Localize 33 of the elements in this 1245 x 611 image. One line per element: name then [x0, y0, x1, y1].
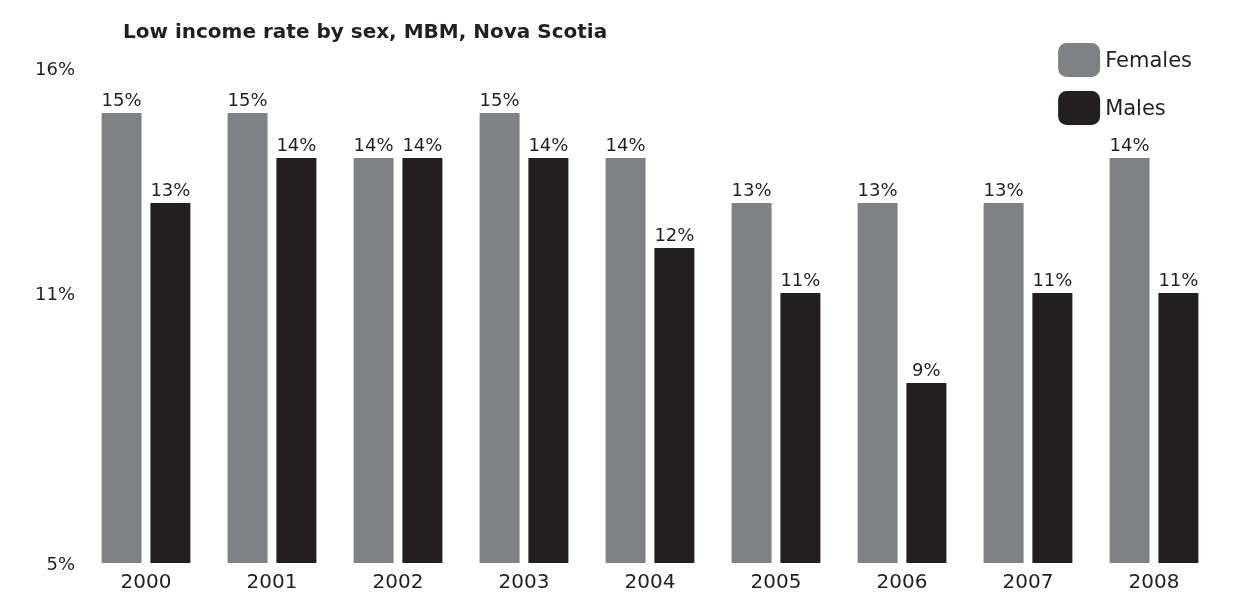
- data-label: 11%: [780, 268, 821, 290]
- data-label: 15%: [101, 88, 142, 110]
- data-label: 13%: [731, 178, 772, 200]
- x-tick-label: 2000: [120, 569, 172, 593]
- data-label: 9%: [912, 358, 941, 380]
- chart-title: Low income rate by sex, MBM, Nova Scotia: [123, 19, 608, 43]
- data-label: 14%: [528, 133, 569, 155]
- x-tick-label: 2005: [750, 569, 802, 593]
- y-tick-label: 5%: [46, 552, 75, 574]
- y-tick-label: 11%: [34, 282, 75, 304]
- data-label: 13%: [857, 178, 898, 200]
- y-tick-label: 16%: [34, 57, 75, 79]
- x-tick-label: 2001: [246, 569, 298, 593]
- legend-label: Females: [1105, 48, 1192, 72]
- x-tick-label: 2006: [876, 569, 928, 593]
- data-label: 15%: [227, 88, 268, 110]
- data-label: 13%: [150, 178, 191, 200]
- legend-label: Males: [1105, 96, 1166, 120]
- data-label: 11%: [1032, 268, 1073, 290]
- data-label: 14%: [605, 133, 646, 155]
- x-tick-label: 2007: [1002, 569, 1054, 593]
- data-label: 14%: [276, 133, 317, 155]
- data-label: 11%: [1158, 268, 1199, 290]
- data-label: 13%: [983, 178, 1024, 200]
- data-label: 14%: [353, 133, 394, 155]
- x-tick-label: 2002: [372, 569, 424, 593]
- data-label: 14%: [1109, 133, 1150, 155]
- x-tick-label: 2004: [624, 569, 676, 593]
- data-label: 14%: [402, 133, 443, 155]
- x-tick-label: 2003: [498, 569, 550, 593]
- x-tick-label: 2008: [1128, 569, 1180, 593]
- data-label: 15%: [479, 88, 520, 110]
- data-label: 12%: [654, 223, 695, 245]
